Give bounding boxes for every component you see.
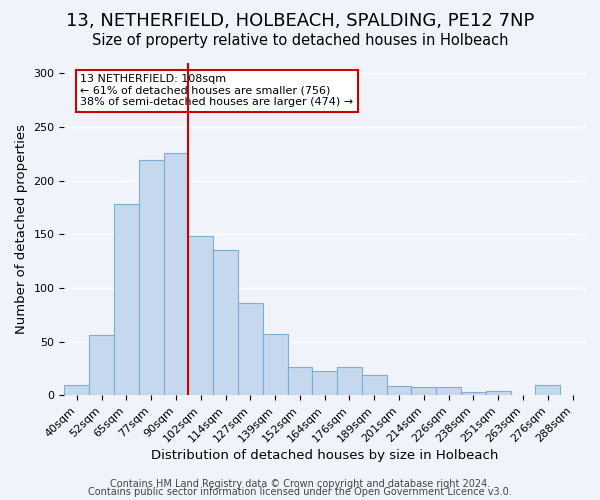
Bar: [287, 368, 313, 395]
Bar: [486, 391, 511, 395]
X-axis label: Distribution of detached houses by size in Holbeach: Distribution of detached houses by size …: [151, 450, 499, 462]
Bar: [164, 152, 188, 395]
Bar: [263, 334, 287, 395]
Bar: [64, 384, 89, 395]
Bar: [461, 392, 486, 395]
Bar: [362, 375, 386, 395]
Bar: [313, 370, 337, 395]
Text: Size of property relative to detached houses in Holbeach: Size of property relative to detached ho…: [92, 32, 508, 48]
Text: 13 NETHERFIELD: 108sqm
← 61% of detached houses are smaller (756)
38% of semi-de: 13 NETHERFIELD: 108sqm ← 61% of detached…: [80, 74, 353, 108]
Bar: [337, 368, 362, 395]
Text: Contains public sector information licensed under the Open Government Licence v3: Contains public sector information licen…: [88, 487, 512, 497]
Bar: [386, 386, 412, 395]
Bar: [436, 386, 461, 395]
Bar: [535, 384, 560, 395]
Text: Contains HM Land Registry data © Crown copyright and database right 2024.: Contains HM Land Registry data © Crown c…: [110, 479, 490, 489]
Y-axis label: Number of detached properties: Number of detached properties: [15, 124, 28, 334]
Bar: [188, 236, 213, 395]
Bar: [238, 303, 263, 395]
Bar: [89, 335, 114, 395]
Bar: [114, 204, 139, 395]
Bar: [139, 160, 164, 395]
Bar: [412, 386, 436, 395]
Text: 13, NETHERFIELD, HOLBEACH, SPALDING, PE12 7NP: 13, NETHERFIELD, HOLBEACH, SPALDING, PE1…: [66, 12, 534, 30]
Bar: [213, 250, 238, 395]
